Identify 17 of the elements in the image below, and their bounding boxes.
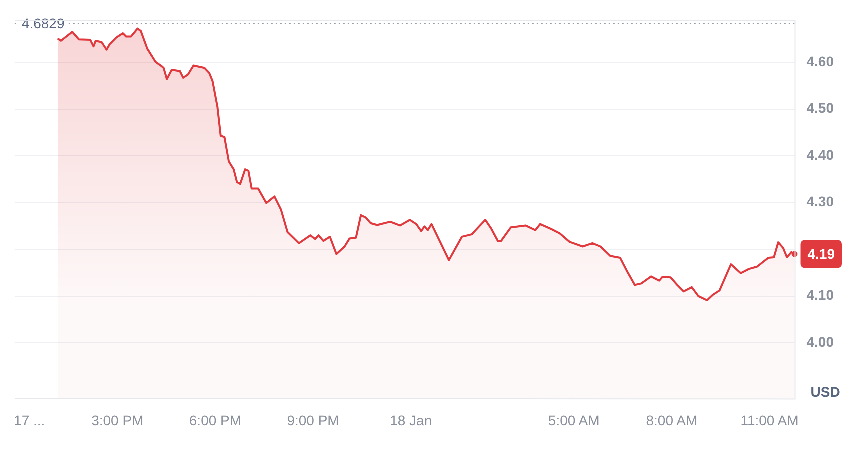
annotation: 4.19 (808, 246, 836, 262)
x-tick-label: 18 Jan (390, 412, 432, 428)
x-tick-label: 11:00 AM (740, 412, 799, 428)
x-tick-label: 3:00 PM (92, 412, 144, 428)
x-tick-label: 6:00 PM (189, 412, 242, 428)
y-tick-label: 4.60 (806, 53, 834, 70)
ref-line-label: 4.6829 (22, 16, 65, 32)
y-tick-label: 4.40 (806, 146, 834, 163)
y-tick-label: 4.50 (806, 100, 834, 116)
x-tick-label: 17 ... (14, 412, 46, 428)
y-tick-label: 4.00 (806, 334, 834, 350)
x-tick-label: 8:00 AM (646, 412, 698, 428)
x-tick-label: 9:00 PM (287, 412, 340, 428)
y-axis-title: USD (810, 384, 840, 400)
y-tick-label: 4.10 (806, 287, 834, 304)
x-tick-label: 5:00 AM (548, 412, 600, 428)
y-tick-label: 4.30 (806, 194, 834, 210)
